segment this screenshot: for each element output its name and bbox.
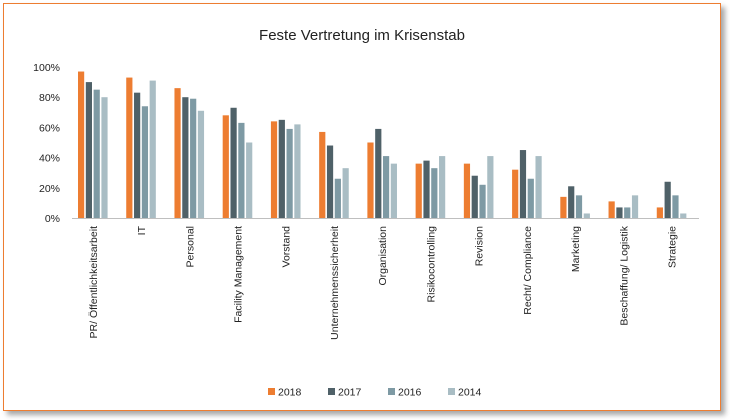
bar (560, 196, 567, 218)
legend-swatch (388, 388, 395, 395)
category-label: Risikocontrolling (425, 226, 437, 303)
category-label: PR/ Öffentlichkeitsarbeit (88, 226, 100, 339)
bar (270, 121, 278, 218)
bar (101, 97, 108, 218)
bar (238, 122, 245, 218)
legend-label: 2014 (458, 387, 482, 399)
bar (487, 156, 494, 218)
y-tick-label: 20% (39, 183, 60, 195)
bar (512, 169, 519, 218)
bar (294, 124, 301, 218)
category-label: Revision (474, 226, 486, 266)
y-axis: 0% 20% 40% 60% 80% 100% (33, 62, 60, 225)
bar (230, 107, 237, 218)
y-tick-label: 40% (39, 153, 60, 165)
bar (326, 145, 334, 218)
bar (375, 128, 382, 218)
bar (93, 89, 100, 219)
category-labels: PR/ Öffentlichkeitsarbeit IT Personal Facil… (88, 225, 679, 340)
legend-label: 2016 (398, 387, 422, 399)
bar (134, 92, 141, 218)
bar (141, 106, 149, 218)
bar (382, 156, 390, 218)
y-tick-label: 100% (33, 62, 60, 74)
bar (680, 213, 687, 218)
bar-chart: Feste Vertretung im Krisenstab 0% 20% 40% 6… (33, 27, 699, 399)
bar (286, 128, 293, 218)
bar (174, 88, 181, 218)
chart-frame: Feste Vertretung im Krisenstab 0% 20% 40% 6… (3, 3, 721, 411)
bar (78, 71, 85, 218)
category-label: Vorstand (281, 226, 293, 268)
bar (568, 186, 575, 218)
bar (190, 98, 197, 218)
bar (608, 201, 615, 218)
legend-label: 2017 (338, 387, 362, 399)
bar (575, 195, 583, 218)
bar (85, 82, 92, 218)
category-label: Marketing (570, 226, 582, 272)
category-label: Organisation (377, 226, 389, 286)
bar (439, 156, 446, 218)
category-label: Personal (184, 226, 196, 267)
bar (319, 131, 326, 218)
legend: 2018 2017 2016 2014 (268, 387, 482, 399)
bar (126, 77, 133, 218)
bar (278, 119, 285, 218)
bar (583, 213, 590, 218)
category-label: Unternehmenssicherheit (329, 226, 341, 340)
bar (334, 178, 341, 218)
category-label: Recht/ Compliance (522, 226, 534, 315)
bar (519, 150, 527, 218)
y-tick-label: 0% (45, 213, 60, 225)
bar (616, 207, 623, 218)
bar (246, 142, 253, 218)
bar (423, 160, 430, 218)
y-tick-label: 60% (39, 122, 60, 134)
bar (624, 207, 631, 218)
bars (72, 71, 699, 219)
legend-swatch (328, 388, 335, 395)
chart-title: Feste Vertretung im Krisenstab (259, 27, 465, 44)
bar (664, 181, 671, 218)
category-label: Strategie (667, 226, 679, 268)
bar (527, 178, 534, 218)
bar (463, 163, 471, 218)
bar (471, 175, 478, 218)
category-label: Facility Management (233, 226, 245, 323)
legend-swatch (268, 388, 275, 395)
legend-label: 2018 (278, 387, 302, 399)
bar (342, 168, 349, 218)
bar (672, 195, 679, 218)
bar (631, 195, 639, 218)
bar (182, 97, 189, 218)
bar (656, 207, 663, 218)
category-label: IT (136, 225, 148, 235)
bar (415, 163, 422, 218)
bar (197, 110, 205, 218)
bar (431, 168, 438, 218)
bar (535, 156, 542, 218)
bar (367, 142, 374, 218)
bar (222, 115, 229, 218)
legend-swatch (448, 388, 455, 395)
category-label: Beschaffung/ Logistik (618, 225, 630, 325)
bar (149, 80, 156, 218)
bar (390, 163, 397, 218)
y-tick-label: 80% (39, 92, 60, 104)
bar (479, 184, 486, 218)
